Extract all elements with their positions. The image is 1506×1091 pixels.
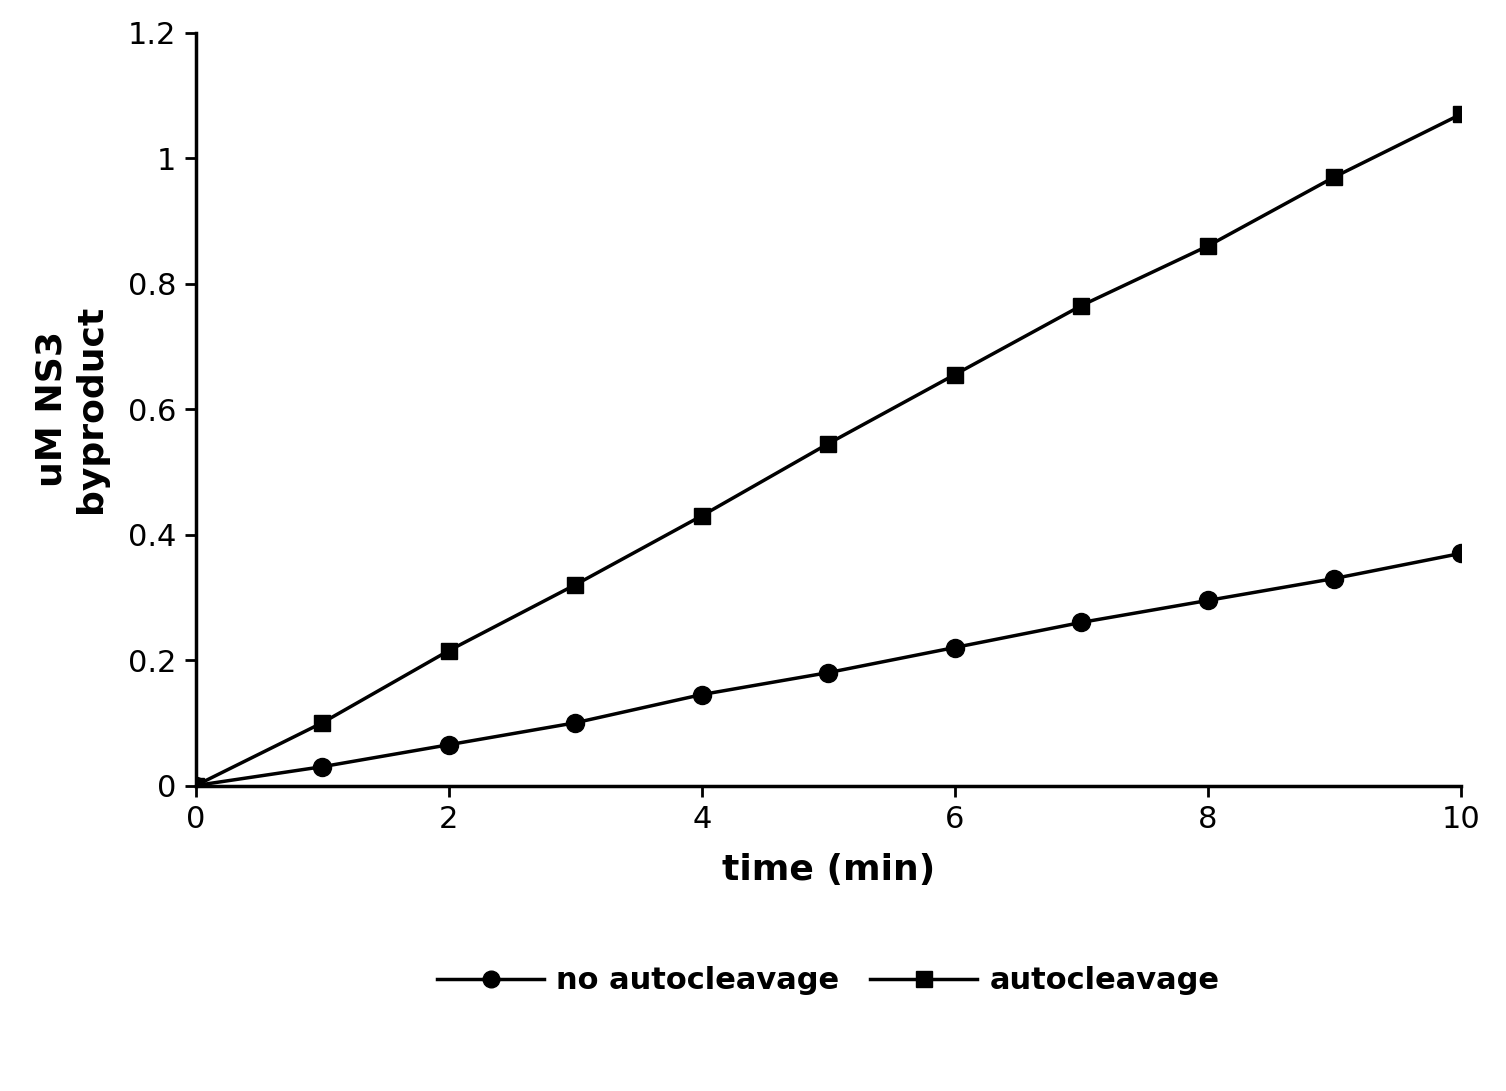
autocleavage <box>693 509 711 523</box>
Y-axis label: uM NS3
byproduct: uM NS3 byproduct <box>35 305 108 513</box>
Line: no autocleavage: no autocleavage <box>187 544 1470 794</box>
no autocleavage <box>1072 615 1090 628</box>
autocleavage <box>566 578 584 591</box>
autocleavage <box>1199 239 1217 252</box>
no autocleavage <box>1199 594 1217 607</box>
autocleavage <box>1325 170 1343 183</box>
X-axis label: time (min): time (min) <box>721 853 935 887</box>
no autocleavage <box>566 716 584 729</box>
autocleavage <box>187 779 205 792</box>
no autocleavage <box>693 688 711 702</box>
no autocleavage <box>187 779 205 792</box>
autocleavage <box>313 716 331 729</box>
autocleavage <box>440 644 458 657</box>
no autocleavage <box>946 640 964 654</box>
autocleavage <box>819 437 837 451</box>
no autocleavage <box>313 760 331 774</box>
autocleavage <box>1452 108 1470 121</box>
no autocleavage <box>1325 572 1343 585</box>
autocleavage <box>946 368 964 381</box>
no autocleavage <box>1452 547 1470 560</box>
Line: autocleavage: autocleavage <box>187 106 1470 794</box>
no autocleavage <box>819 666 837 679</box>
Legend: no autocleavage, autocleavage: no autocleavage, autocleavage <box>437 967 1220 995</box>
no autocleavage <box>440 739 458 752</box>
autocleavage <box>1072 299 1090 312</box>
